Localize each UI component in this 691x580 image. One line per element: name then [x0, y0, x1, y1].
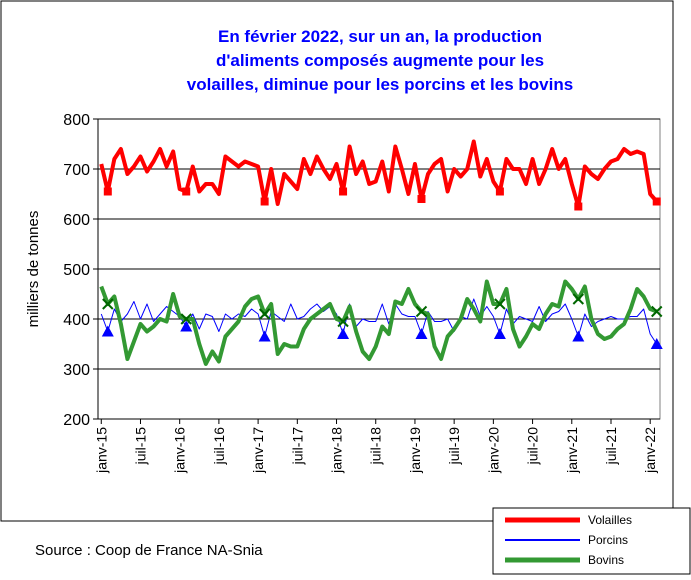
marker — [337, 328, 350, 339]
marker — [415, 328, 428, 339]
y-axis-label: milliers de tonnes — [25, 211, 42, 328]
legend-label: Porcins — [588, 533, 628, 547]
x-tick-label: juil-21 — [603, 427, 619, 466]
series-line — [99, 139, 659, 209]
x-tick-label: janv-22 — [642, 427, 658, 474]
y-tick-label: 300 — [63, 362, 90, 379]
marker — [415, 305, 428, 318]
y-tick-label: 700 — [63, 162, 90, 179]
x-tick-label: janv-21 — [564, 427, 580, 474]
x-tick-label: janv-19 — [407, 427, 423, 474]
marker — [650, 338, 663, 349]
marker — [493, 328, 506, 339]
marker — [337, 315, 349, 328]
marker — [574, 202, 583, 211]
marker — [572, 293, 585, 305]
y-tick-label: 200 — [63, 412, 90, 429]
marker — [182, 187, 191, 196]
x-tick-label: juil-15 — [132, 427, 148, 466]
legend-label: Volailles — [588, 513, 632, 527]
marker — [101, 325, 114, 337]
marker — [260, 197, 269, 206]
marker — [180, 313, 192, 325]
marker — [494, 298, 506, 310]
x-tick-label: janv-20 — [485, 427, 501, 474]
y-tick-label: 500 — [63, 262, 90, 279]
series-line — [100, 298, 658, 345]
x-tick-label: juil-17 — [289, 427, 305, 466]
y-tick-label: 400 — [63, 312, 90, 329]
marker — [651, 305, 663, 318]
marker — [258, 308, 271, 320]
x-tick-label: juil-19 — [446, 427, 462, 466]
y-tick-label: 800 — [63, 112, 90, 129]
x-tick-label: janv-18 — [329, 427, 345, 474]
marker — [103, 187, 112, 196]
legend-label: Bovins — [588, 553, 624, 567]
marker — [495, 187, 504, 196]
marker — [652, 197, 661, 206]
y-tick-label: 600 — [63, 212, 90, 229]
chart-title: d'aliments composés augmente pour les — [216, 51, 544, 70]
chart-title: volailles, diminue pour les porcins et l… — [187, 75, 573, 94]
x-tick-label: juil-18 — [368, 427, 384, 466]
series-line — [99, 279, 658, 366]
x-tick-label: janv-17 — [250, 427, 266, 474]
marker — [102, 298, 114, 310]
x-tick-label: juil-20 — [525, 427, 541, 466]
chart-title: En février 2022, sur un an, la productio… — [218, 27, 542, 46]
marker — [572, 330, 585, 342]
marker — [417, 195, 426, 203]
marker — [339, 187, 348, 196]
source: Source : Coop de France NA-Snia — [35, 542, 263, 559]
marker — [258, 330, 271, 342]
marker — [180, 320, 193, 332]
x-tick-label: juil-16 — [211, 427, 227, 466]
x-tick-label: janv-15 — [93, 427, 109, 474]
x-tick-label: janv-16 — [172, 427, 188, 474]
